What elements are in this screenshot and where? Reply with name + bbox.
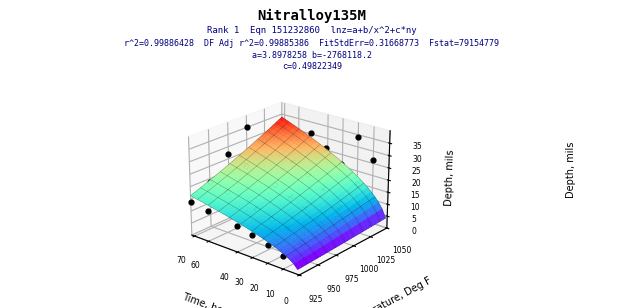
Y-axis label: Temperature, Deg F: Temperature, Deg F	[343, 276, 433, 308]
Text: Depth, mils: Depth, mils	[566, 141, 576, 198]
Text: r^2=0.99886428  DF Adj r^2=0.99885386  FitStdErr=0.31668773  Fstat=79154779: r^2=0.99886428 DF Adj r^2=0.99885386 Fit…	[125, 39, 499, 48]
Text: Rank 1  Eqn 151232860  lnz=a+b/x^2+c*ny: Rank 1 Eqn 151232860 lnz=a+b/x^2+c*ny	[207, 26, 417, 35]
X-axis label: Time, hours: Time, hours	[180, 292, 238, 308]
Text: c=0.49822349: c=0.49822349	[282, 62, 342, 71]
Text: a=3.8978258 b=-2768118.2: a=3.8978258 b=-2768118.2	[252, 51, 372, 60]
Text: Nitralloy135M: Nitralloy135M	[258, 9, 366, 23]
